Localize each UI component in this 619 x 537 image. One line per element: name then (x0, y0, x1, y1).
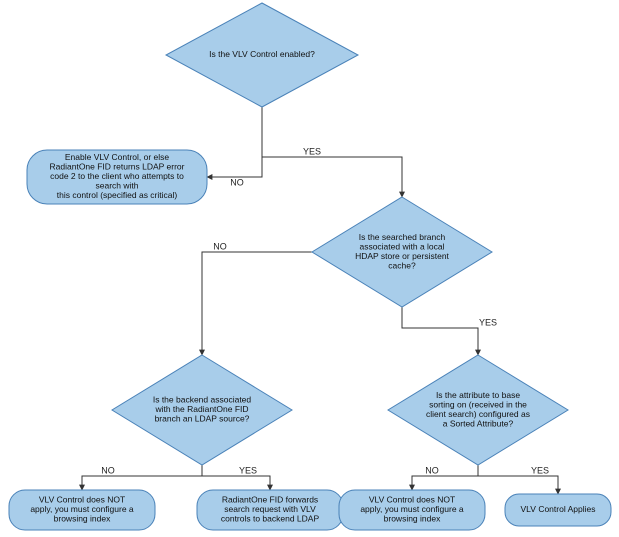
terminator-t2: VLV Control does NOTapply, you must conf… (9, 490, 155, 530)
decision-d3: Is the backend associatedwith the Radian… (112, 355, 292, 465)
decision-d1: Is the VLV Control enabled? (166, 3, 358, 107)
node-text-t1: Enable VLV Control, or elseRadiantOne FI… (50, 152, 185, 200)
node-text-t5: VLV Control Applies (521, 504, 596, 514)
terminator-t3: RadiantOne FID forwardssearch request wi… (197, 490, 343, 530)
nodes-layer: Is the VLV Control enabled? Enable VLV Co… (9, 3, 611, 530)
edge-e5: NO (82, 465, 202, 490)
edge-label-e8: YES (531, 465, 549, 475)
edge-e3: NO (202, 241, 312, 355)
edge-label-e6: YES (239, 465, 257, 475)
edge-e7: NO (412, 465, 478, 490)
edge-label-e3: NO (213, 241, 227, 251)
edge-label-e5: NO (101, 465, 115, 475)
decision-d2: Is the searched branchassociated with a … (312, 197, 492, 307)
node-text-t3: RadiantOne FID forwardssearch request wi… (221, 495, 320, 524)
terminator-t5: VLV Control Applies (505, 494, 611, 526)
edge-label-e2: YES (303, 146, 321, 156)
node-text-d3: Is the backend associatedwith the Radian… (153, 395, 252, 424)
edge-e6: YES (202, 465, 270, 490)
terminator-t1: Enable VLV Control, or elseRadiantOne FI… (27, 150, 207, 204)
edge-label-e7: NO (425, 465, 439, 475)
terminator-t4: VLV Control does NOTapply, you must conf… (339, 490, 485, 530)
edge-e2: YES (262, 107, 402, 197)
decision-d4: Is the attribute to basesorting on (rece… (388, 355, 568, 465)
edge-e8: YES (478, 465, 558, 494)
edge-label-e1: NO (230, 177, 244, 187)
edge-label-e4: YES (479, 317, 497, 327)
node-text-d1: Is the VLV Control enabled? (209, 49, 315, 59)
edge-e4: YES (402, 307, 497, 355)
edge-e1: NO (207, 107, 262, 187)
